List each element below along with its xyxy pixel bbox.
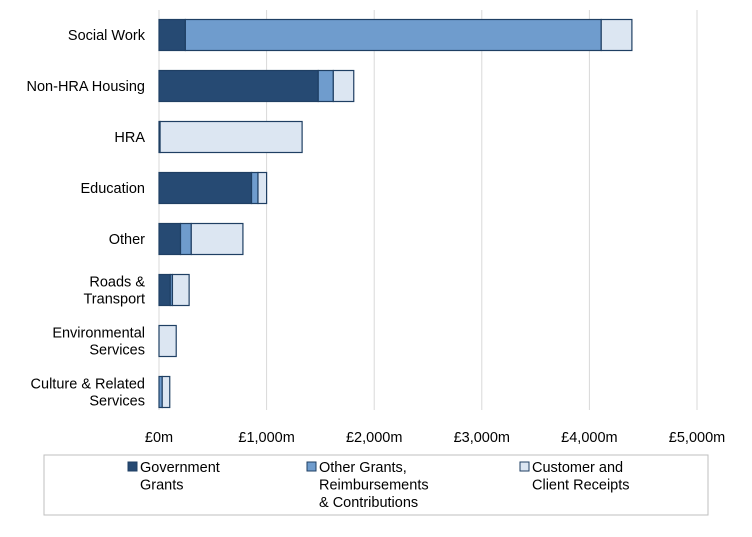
bar-segment-hra-customer-and-client-receipts: [159, 120, 303, 154]
category-label-other: Other: [109, 232, 145, 248]
bar-segment-social-work-customer-and-client-receipts: [600, 18, 633, 52]
bar-segment-culture-and-related-services-customer-and-client-receipts: [161, 375, 171, 409]
category-label-non-hra-housing: Non-HRA Housing: [27, 79, 145, 95]
legend-label-government-grants: Government Grants: [140, 460, 220, 494]
x-tick-label: £1,000m: [238, 430, 294, 446]
x-tick-label: £0m: [145, 430, 173, 446]
category-label-roads-and-transport: Roads & Transport: [83, 275, 145, 308]
category-label-social-work: Social Work: [68, 28, 146, 44]
x-tick-label: £2,000m: [346, 430, 402, 446]
bar-segment-environmental-services-customer-and-client-receipts: [158, 324, 177, 358]
legend: Government Grants Other Grants, Reimburseme…: [43, 454, 709, 516]
bar-segment-other-government-grants: [158, 222, 182, 256]
bar-segment-education-customer-and-client-receipts: [257, 171, 268, 205]
bar-segment-social-work-other-grants-reimbursements-and-contributions: [184, 18, 602, 52]
bar-segment-non-hra-housing-other-grants-reimbursements-and-contributions: [317, 69, 334, 103]
bar-segment-other-customer-and-client-receipts: [190, 222, 244, 256]
legend-swatch-government-grants: [127, 461, 138, 472]
bar-segment-education-government-grants: [158, 171, 253, 205]
category-label-education: Education: [81, 181, 146, 197]
category-label-environmental-services: Environmental Services: [52, 326, 145, 359]
category-label-hra: HRA: [114, 130, 145, 146]
legend-swatch-other-grants-reimbursements-and-contributions: [306, 461, 317, 472]
legend-label-customer-and-client-receipts: Customer and Client Receipts: [532, 460, 630, 494]
x-tick-label: £5,000m: [669, 430, 725, 446]
bar-segment-non-hra-housing-customer-and-client-receipts: [332, 69, 355, 103]
x-axis-tick-labels: £0m £1,000m £2,000m £3,000m £4,000m £5,000m: [145, 430, 725, 446]
bars: [158, 18, 633, 409]
legend-swatch-customer-and-client-receipts: [519, 461, 530, 472]
x-tick-label: £4,000m: [561, 430, 617, 446]
category-labels: Social Work Non-HRA Housing HRA Education Ot…: [27, 28, 146, 410]
legend-label-other-grants-reimbursements-and-contributions: Other Grants, Reimbursements & Contributio…: [319, 460, 429, 511]
bar-segment-social-work-government-grants: [158, 18, 186, 52]
legend-box: [43, 454, 709, 516]
bar-segment-roads-and-transport-government-grants: [158, 273, 171, 307]
bar-segment-other-other-grants-reimbursements-and-contributions: [179, 222, 192, 256]
x-tick-label: £3,000m: [454, 430, 510, 446]
bar-segment-education-other-grants-reimbursements-and-contributions: [250, 171, 259, 205]
bar-segment-non-hra-housing-government-grants: [158, 69, 319, 103]
category-label-culture-and-related-services: Culture & Related Services: [31, 377, 145, 410]
bar-segment-roads-and-transport-customer-and-client-receipts: [171, 273, 190, 307]
